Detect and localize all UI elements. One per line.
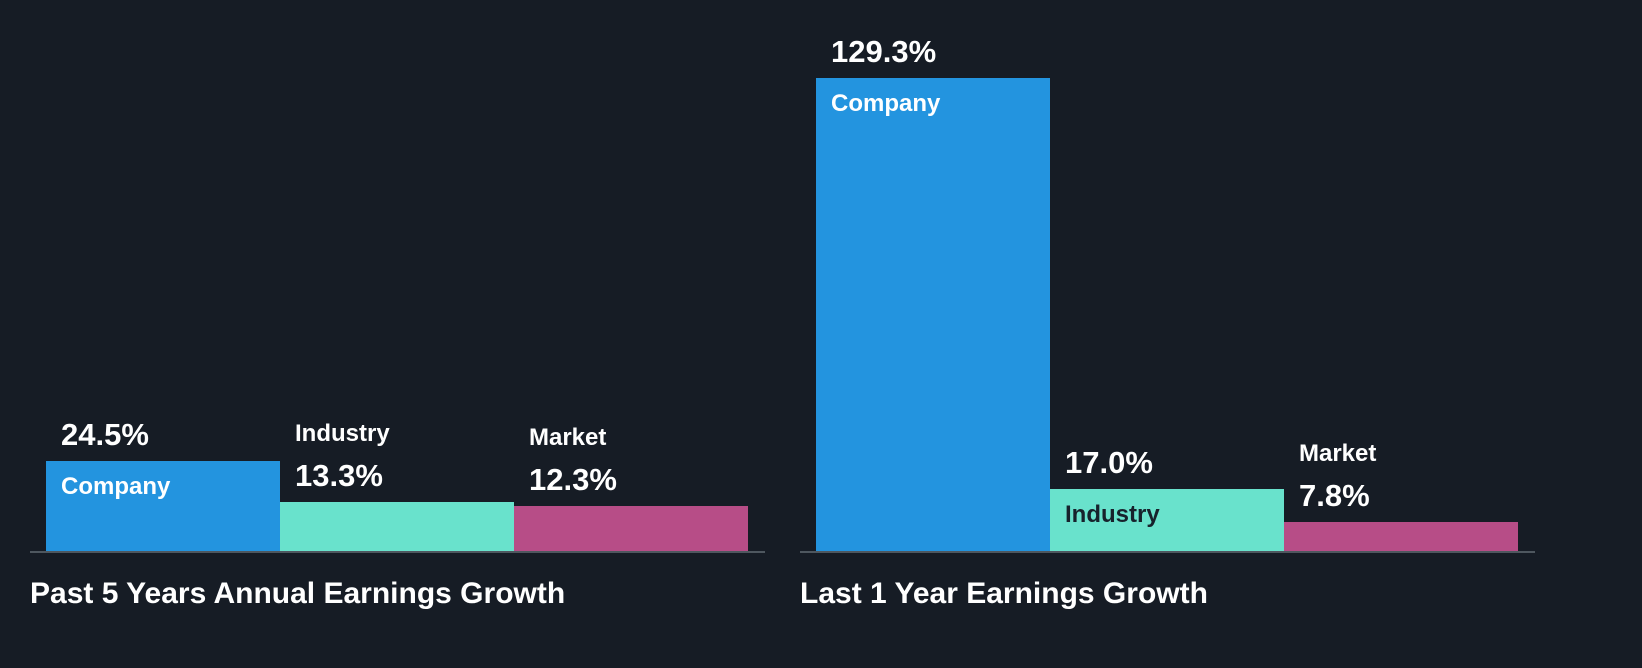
- bar-group-industry: 17.0% Industry: [1050, 447, 1284, 551]
- charts-container: 24.5% Company Industry 13.3% Market 12.3% Pas…: [30, 0, 1535, 610]
- bar-group-company: 129.3% Company: [816, 36, 1050, 551]
- category-label-market: Market: [1299, 440, 1377, 467]
- bar-industry: [280, 502, 514, 551]
- category-label-market: Market: [529, 424, 607, 451]
- value-label-market: 12.3%: [529, 462, 617, 497]
- bar-group-market: Market 12.3%: [514, 426, 748, 551]
- category-label-company: Company: [831, 90, 941, 117]
- chart-title-past-5-years: Past 5 Years Annual Earnings Growth: [30, 577, 566, 610]
- category-label-industry: Industry: [295, 420, 390, 447]
- bar-group-company: 24.5% Company: [46, 419, 280, 551]
- value-label-market: 7.8%: [1299, 478, 1370, 513]
- plot-area-last-1-year: 129.3% Company 17.0% Industry Market 7.8%: [800, 0, 1535, 553]
- value-label-company: 129.3%: [831, 34, 937, 69]
- chart-last-1-year-earnings-growth: 129.3% Company 17.0% Industry Market 7.8% Las…: [800, 0, 1535, 610]
- bar-company: Company: [46, 461, 280, 551]
- bar-group-market: Market 7.8%: [1284, 442, 1518, 551]
- value-label-industry: 13.3%: [295, 458, 383, 493]
- bar-industry: Industry: [1050, 489, 1284, 551]
- plot-area-past-5-years: 24.5% Company Industry 13.3% Market 12.3%: [30, 0, 765, 553]
- value-label-company: 24.5%: [61, 417, 149, 452]
- value-label-industry: 17.0%: [1065, 445, 1153, 480]
- bar-group-industry: Industry 13.3%: [280, 422, 514, 551]
- category-label-company: Company: [61, 473, 171, 500]
- bar-market: [1284, 522, 1518, 551]
- chart-past-5-years-earnings-growth: 24.5% Company Industry 13.3% Market 12.3% Pas…: [30, 0, 765, 610]
- bar-company: Company: [816, 78, 1050, 551]
- bar-market: [514, 506, 748, 551]
- chart-title-last-1-year: Last 1 Year Earnings Growth: [800, 577, 1208, 610]
- category-label-industry: Industry: [1065, 501, 1160, 528]
